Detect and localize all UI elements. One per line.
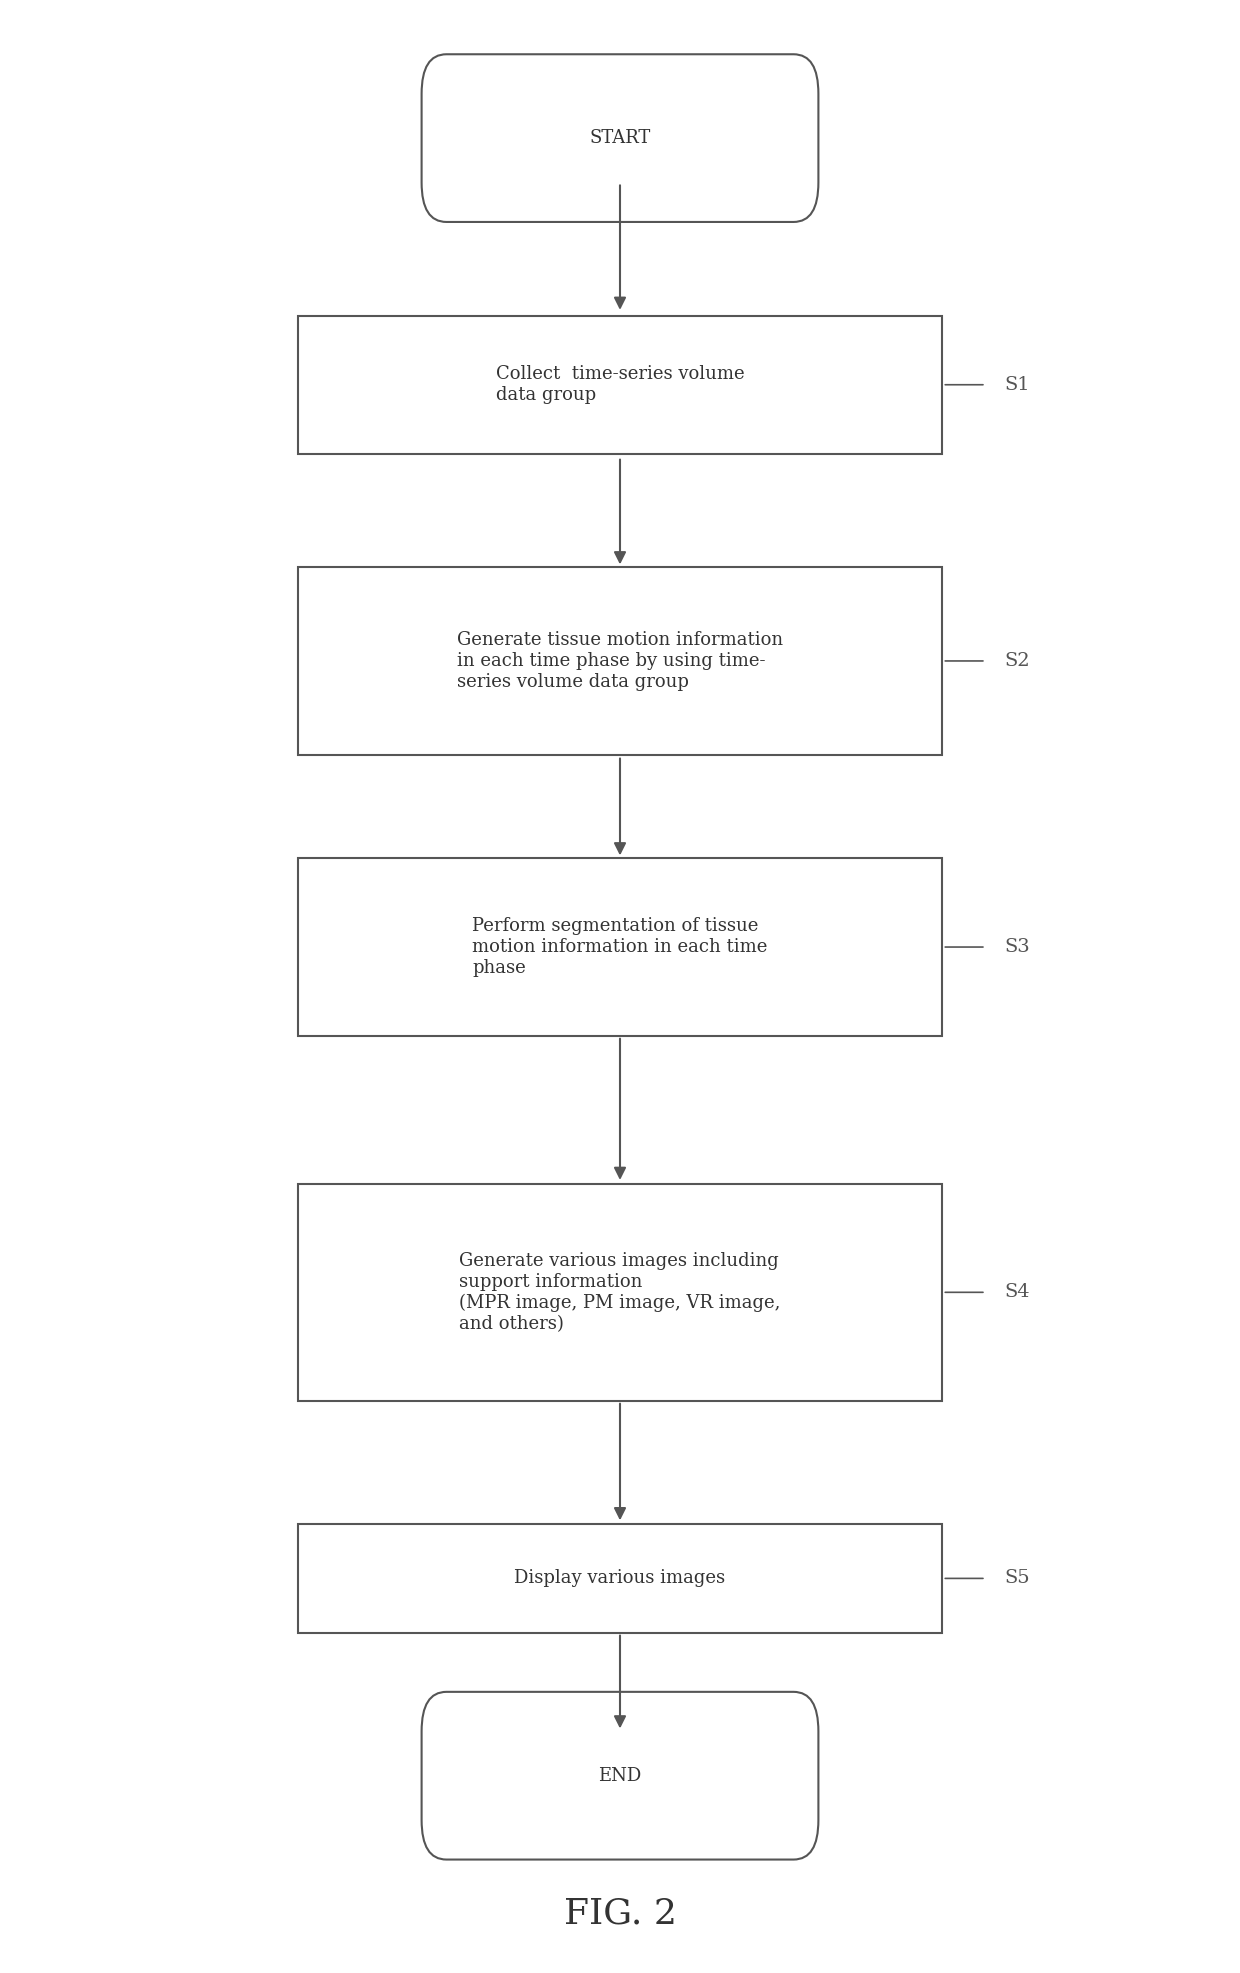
Text: Generate various images including
support information
(MPR image, PM image, VR i: Generate various images including suppor… bbox=[459, 1253, 781, 1332]
Text: START: START bbox=[589, 128, 651, 148]
Text: END: END bbox=[599, 1766, 641, 1786]
Text: S3: S3 bbox=[1004, 937, 1030, 957]
FancyBboxPatch shape bbox=[298, 568, 942, 754]
Text: S5: S5 bbox=[1004, 1569, 1030, 1588]
FancyBboxPatch shape bbox=[298, 1184, 942, 1401]
Text: Collect  time-series volume
data group: Collect time-series volume data group bbox=[496, 365, 744, 404]
Text: FIG. 2: FIG. 2 bbox=[563, 1896, 677, 1932]
Text: Display various images: Display various images bbox=[515, 1569, 725, 1588]
Text: Perform segmentation of tissue
motion information in each time
phase: Perform segmentation of tissue motion in… bbox=[472, 917, 768, 977]
FancyBboxPatch shape bbox=[298, 316, 942, 454]
Text: S4: S4 bbox=[1004, 1282, 1030, 1302]
Text: Generate tissue motion information
in each time phase by using time-
series volu: Generate tissue motion information in ea… bbox=[456, 631, 784, 691]
Text: S2: S2 bbox=[1004, 651, 1030, 671]
FancyBboxPatch shape bbox=[422, 1691, 818, 1859]
FancyBboxPatch shape bbox=[422, 53, 818, 221]
FancyBboxPatch shape bbox=[298, 858, 942, 1036]
Text: S1: S1 bbox=[1004, 375, 1030, 395]
FancyBboxPatch shape bbox=[298, 1523, 942, 1634]
